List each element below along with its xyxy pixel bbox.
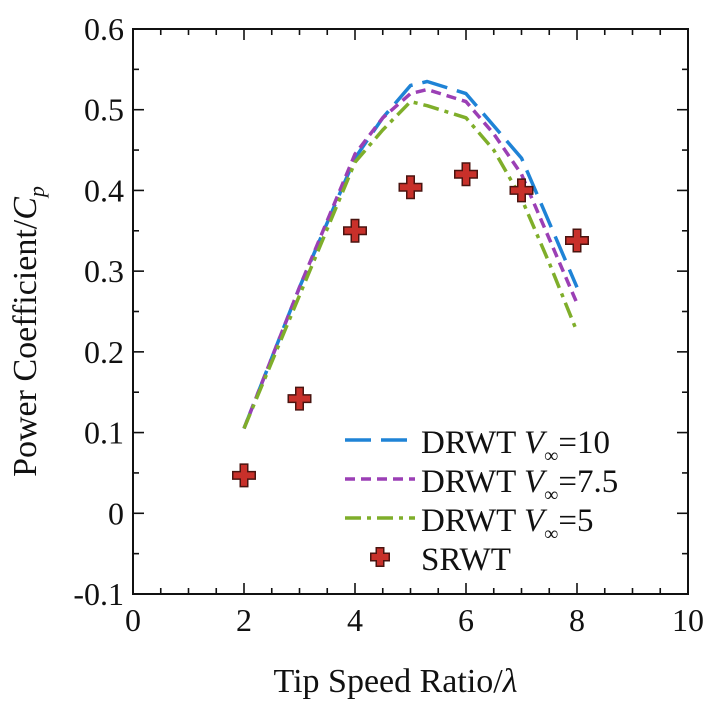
legend-label: DRWT V∞=5 xyxy=(421,503,594,545)
legend-marker xyxy=(370,547,390,567)
legend-label: SRWT xyxy=(421,542,511,578)
y-tick-label: 0.2 xyxy=(84,334,124,370)
x-tick-label: 0 xyxy=(125,602,141,638)
axis-ticks xyxy=(132,28,689,595)
srwt-marker xyxy=(565,228,589,253)
legend-label: DRWT V∞=10 xyxy=(421,425,610,467)
srwt-marker xyxy=(343,218,367,243)
x-tick-label: 6 xyxy=(458,602,474,638)
x-tick-label: 4 xyxy=(347,602,363,638)
y-tick-label: 0.5 xyxy=(84,92,124,128)
y-tick-label: 0.6 xyxy=(84,11,124,47)
y-tick-label: 0.3 xyxy=(84,253,124,289)
srwt-marker xyxy=(287,386,312,411)
series-layer xyxy=(242,79,579,430)
plot-frame xyxy=(132,28,689,595)
y-tick-label: 0 xyxy=(108,495,124,531)
series-line-1 xyxy=(242,79,579,430)
x-tick-label: 8 xyxy=(569,602,585,638)
series-line-2 xyxy=(242,87,579,430)
srwt-marker xyxy=(509,178,534,203)
legend-item: DRWT V∞=5 xyxy=(345,503,594,545)
x-tick-label: 2 xyxy=(236,602,252,638)
y-tick-label: 0.1 xyxy=(84,415,124,451)
x-tick-label: 10 xyxy=(672,602,704,638)
srwt-marker xyxy=(398,175,423,200)
legend-item: SRWT xyxy=(370,542,511,578)
series-line-3 xyxy=(242,99,579,430)
x-axis-title: Tip Speed Ratio/λ xyxy=(274,663,518,700)
legend-item: DRWT V∞=7.5 xyxy=(345,464,618,506)
tick-labels: 0 2 4 6 8 10-0.100.10.20.30.40.50.6 xyxy=(73,11,704,638)
y-tick-label: -0.1 xyxy=(73,576,124,612)
srwt-marker xyxy=(232,463,256,488)
marker-layer xyxy=(232,162,589,488)
y-axis-title: Power Coefficient/Cp xyxy=(7,186,49,477)
legend-item: DRWT V∞=10 xyxy=(345,425,610,467)
y-tick-label: 0.4 xyxy=(84,172,124,208)
legend-label: DRWT V∞=7.5 xyxy=(421,464,618,506)
srwt-marker xyxy=(454,162,478,187)
